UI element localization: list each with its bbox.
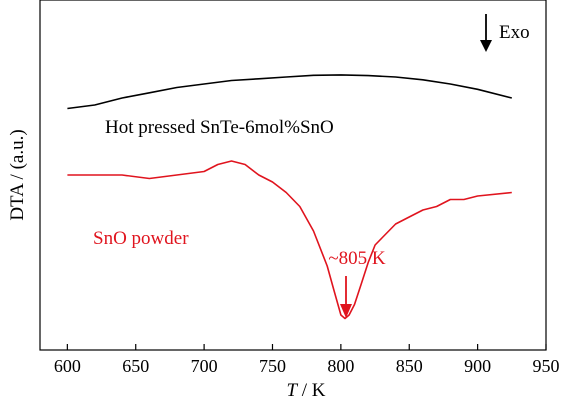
series-line-sno-powder <box>67 160 512 320</box>
series-label-sno-powder: SnO powder <box>93 228 189 249</box>
x-tick-label: 600 <box>54 356 81 376</box>
x-tick-label: 800 <box>327 356 354 376</box>
x-tick-label: 650 <box>122 356 149 376</box>
exo-label: Exo <box>499 22 530 43</box>
plot-frame <box>39 0 547 351</box>
x-tick-label: 950 <box>533 356 560 376</box>
x-axis-label-unit: / K <box>297 380 326 401</box>
exo-indicator: Exo <box>480 14 530 52</box>
x-tick-label: 900 <box>464 356 491 376</box>
x-tick-label: 700 <box>191 356 218 376</box>
peak-label: ~805 K <box>328 248 386 269</box>
x-ticks: 600 650 700 750 800 850 900 950 <box>54 344 560 376</box>
x-axis-label: T / K <box>286 380 325 401</box>
series-line-hot-pressed <box>67 74 512 110</box>
peak-arrow-head-icon <box>340 304 352 318</box>
x-tick-label: 750 <box>259 356 286 376</box>
series-label-hot-pressed: Hot pressed SnTe-6mol%SnO <box>105 117 334 138</box>
exo-arrow-head-icon <box>480 40 492 52</box>
peak-annotation: ~805 K <box>328 248 386 318</box>
x-axis-label-symbol: T <box>286 380 298 401</box>
series-lines <box>67 74 512 320</box>
x-tick-label: 850 <box>396 356 423 376</box>
y-axis-label: DTA / (a.u.) <box>7 129 28 220</box>
